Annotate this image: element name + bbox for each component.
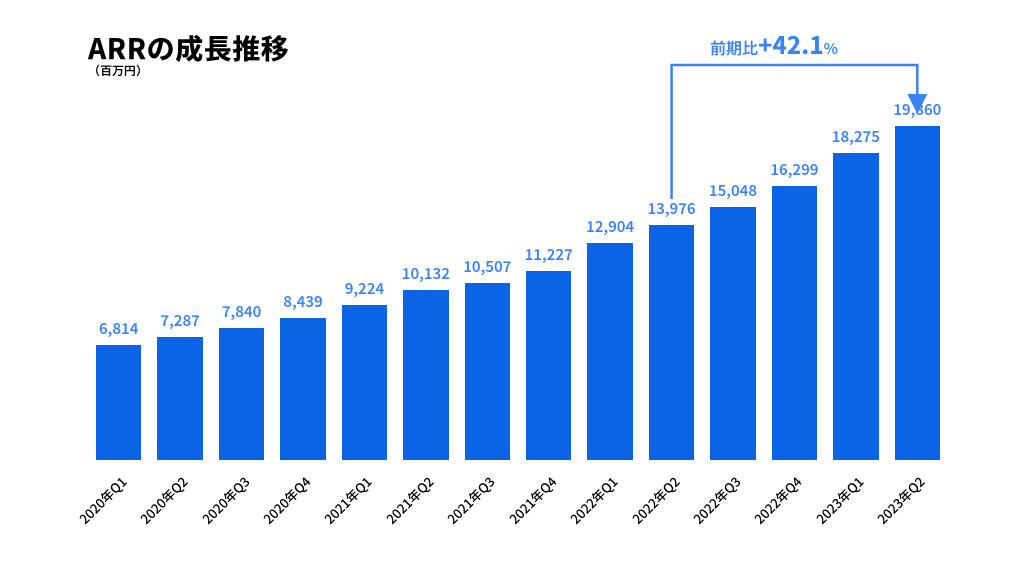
slide: { "title": "ARRの成長推移", "subtitle": "（百万円… bbox=[0, 0, 1024, 576]
bar-value-label: 7,840 bbox=[207, 301, 277, 322]
bar bbox=[526, 271, 571, 460]
bar-value-label: 9,224 bbox=[329, 278, 399, 299]
bar-chart: 6,8142020年Q17,2872020年Q27,8402020年Q38,43… bbox=[88, 90, 948, 460]
growth-callout: 前期比+42.1% bbox=[710, 26, 838, 61]
bar bbox=[342, 305, 387, 460]
bar-value-label: 12,904 bbox=[575, 216, 645, 237]
x-axis-label: 2023年Q2 bbox=[873, 472, 929, 528]
bar-value-label: 16,299 bbox=[759, 159, 829, 180]
x-axis-label: 2020年Q3 bbox=[197, 472, 253, 528]
x-axis-label: 2022年Q4 bbox=[750, 472, 806, 528]
bar bbox=[833, 153, 878, 460]
bar-value-label: 13,976 bbox=[637, 198, 707, 219]
growth-value: +42.1 bbox=[758, 26, 824, 61]
x-axis-label: 2021年Q2 bbox=[382, 472, 438, 528]
bar bbox=[219, 328, 264, 460]
growth-unit: % bbox=[824, 38, 838, 59]
x-axis-label: 2022年Q1 bbox=[566, 472, 622, 528]
bar bbox=[96, 345, 141, 460]
x-axis-label: 2020年Q1 bbox=[74, 472, 130, 528]
bar bbox=[710, 207, 755, 460]
x-axis-label: 2021年Q4 bbox=[504, 472, 560, 528]
x-axis-label: 2021年Q3 bbox=[443, 472, 499, 528]
bar-value-label: 10,132 bbox=[391, 263, 461, 284]
bar bbox=[465, 283, 510, 460]
bar bbox=[157, 337, 202, 460]
bar-value-label: 6,814 bbox=[84, 318, 154, 339]
bar bbox=[280, 318, 325, 460]
x-axis-label: 2020年Q2 bbox=[136, 472, 192, 528]
growth-label: 前期比 bbox=[710, 35, 758, 59]
bar-value-label: 8,439 bbox=[268, 291, 338, 312]
bar bbox=[587, 243, 632, 460]
bar-value-label: 10,507 bbox=[452, 256, 522, 277]
bar-value-label: 7,287 bbox=[145, 310, 215, 331]
bar-value-label: 18,275 bbox=[821, 126, 891, 147]
x-axis-label: 2022年Q3 bbox=[689, 472, 745, 528]
bar bbox=[403, 290, 448, 460]
bar-value-label: 11,227 bbox=[514, 244, 584, 265]
bar bbox=[772, 186, 817, 460]
x-axis-label: 2022年Q2 bbox=[627, 472, 683, 528]
bar bbox=[649, 225, 694, 460]
x-axis-label: 2020年Q4 bbox=[259, 472, 315, 528]
bar-value-label: 19,860 bbox=[882, 99, 952, 120]
chart-subtitle: （百万円） bbox=[88, 62, 148, 79]
bar bbox=[895, 126, 940, 460]
x-axis-label: 2021年Q1 bbox=[320, 472, 376, 528]
x-axis-label: 2023年Q1 bbox=[812, 472, 868, 528]
bar-value-label: 15,048 bbox=[698, 180, 768, 201]
